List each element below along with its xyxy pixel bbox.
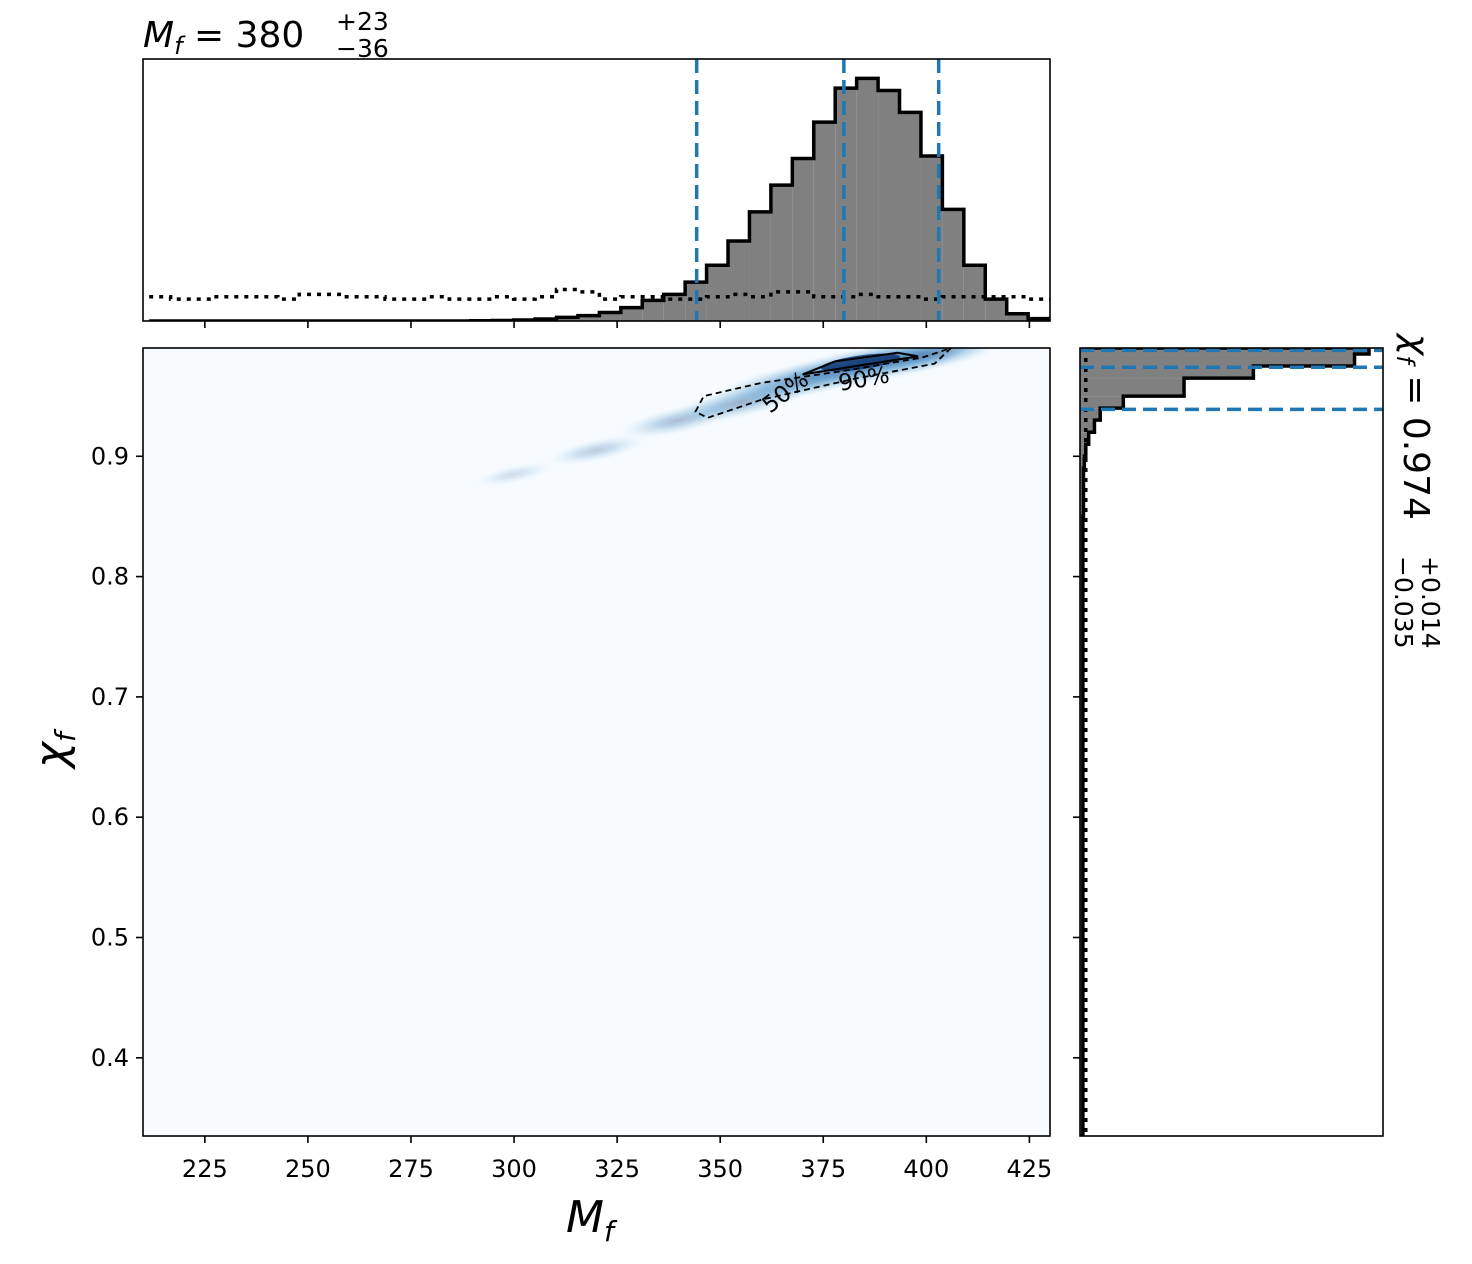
histogram-bar bbox=[1080, 456, 1085, 469]
histogram-bar bbox=[1080, 444, 1086, 457]
y-tick-label: 0.7 bbox=[91, 683, 129, 711]
density-blob bbox=[473, 461, 555, 487]
right-title-minus: −0.035 bbox=[1389, 556, 1418, 649]
histogram-bar bbox=[942, 209, 964, 321]
right-title: χf = 0.974 +0.014 −0.035 bbox=[1389, 332, 1445, 649]
histogram-bar bbox=[770, 185, 793, 321]
density-peak bbox=[820, 353, 900, 372]
y-tick-label: 0.6 bbox=[91, 803, 129, 831]
histogram-bar bbox=[835, 88, 857, 321]
histogram-bar bbox=[792, 158, 814, 321]
histogram-bar bbox=[878, 90, 900, 321]
histogram-bar bbox=[556, 317, 578, 321]
histogram-bar bbox=[963, 265, 986, 321]
posterior-outline bbox=[149, 76, 1050, 321]
histogram-bar bbox=[577, 315, 600, 321]
joint-background bbox=[143, 348, 1050, 1136]
histogram-bar bbox=[620, 307, 643, 321]
x-tick-label: 300 bbox=[491, 1155, 537, 1183]
right-title-plus: +0.014 bbox=[1416, 556, 1445, 649]
x-tick-label: 250 bbox=[285, 1155, 331, 1183]
y-tick-label: 0.4 bbox=[91, 1044, 129, 1072]
histogram-bar bbox=[728, 240, 750, 321]
svg-text:χf = 0.974: χf = 0.974 bbox=[1391, 332, 1436, 520]
y-tick-label: 0.9 bbox=[91, 442, 129, 470]
top-title-minus: −36 bbox=[336, 34, 389, 63]
histogram-bar bbox=[1080, 348, 1369, 355]
x-tick-label: 325 bbox=[594, 1155, 640, 1183]
top-title-plus: +23 bbox=[336, 7, 389, 36]
histogram-bar bbox=[1080, 354, 1355, 367]
histogram-bar bbox=[599, 312, 621, 321]
histogram-bar bbox=[1080, 366, 1254, 379]
density-blob bbox=[546, 434, 647, 466]
x-tick-label: 275 bbox=[388, 1155, 434, 1183]
right-marginal-histogram: χf = 0.974 +0.014 −0.035 bbox=[1073, 332, 1445, 1137]
right-axes-frame bbox=[1079, 347, 1384, 1137]
x-tick-label: 375 bbox=[800, 1155, 846, 1183]
y-tick-label: 0.8 bbox=[91, 563, 129, 591]
top-title: Mf = 380 bbox=[143, 15, 304, 60]
x-tick-label: 400 bbox=[903, 1155, 949, 1183]
y-tick-label: 0.5 bbox=[91, 923, 129, 951]
joint-density-panel: 225 250 275 300 325 350 375 400 425 0.9 0.8 0.7 0.6… bbox=[26, 347, 1052, 1248]
x-axis-label: Mf bbox=[566, 1192, 618, 1248]
histogram-bar bbox=[1080, 378, 1185, 397]
prior-outline bbox=[149, 287, 1050, 301]
y-axis-label: χf bbox=[26, 728, 82, 770]
histogram-bar bbox=[1080, 420, 1095, 433]
x-tick-label: 350 bbox=[697, 1155, 743, 1183]
histogram-bar bbox=[899, 112, 921, 321]
joint-axes-frame bbox=[142, 347, 1051, 1137]
histogram-bar bbox=[706, 265, 729, 321]
x-tick-label: 425 bbox=[1006, 1155, 1052, 1183]
histogram-bar bbox=[749, 211, 771, 321]
contour-50 bbox=[802, 351, 919, 376]
x-tick-label: 225 bbox=[182, 1155, 228, 1183]
top-marginal-histogram: Mf = 380 +23 −36 bbox=[142, 7, 1051, 328]
histogram-bar bbox=[813, 122, 836, 321]
histogram-bar bbox=[663, 294, 686, 321]
histogram-bar bbox=[985, 299, 1007, 321]
histogram-bar bbox=[1006, 313, 1029, 321]
histogram-bar bbox=[856, 78, 879, 321]
histogram-bar bbox=[1080, 396, 1124, 409]
posterior-outline bbox=[1080, 348, 1371, 1136]
histogram-bar bbox=[642, 300, 664, 321]
top-axes-frame bbox=[142, 58, 1051, 322]
